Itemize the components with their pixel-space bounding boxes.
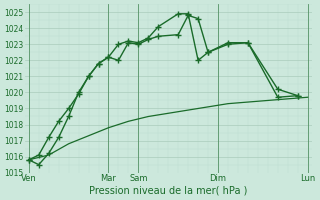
X-axis label: Pression niveau de la mer( hPa ): Pression niveau de la mer( hPa ) [89,186,247,196]
